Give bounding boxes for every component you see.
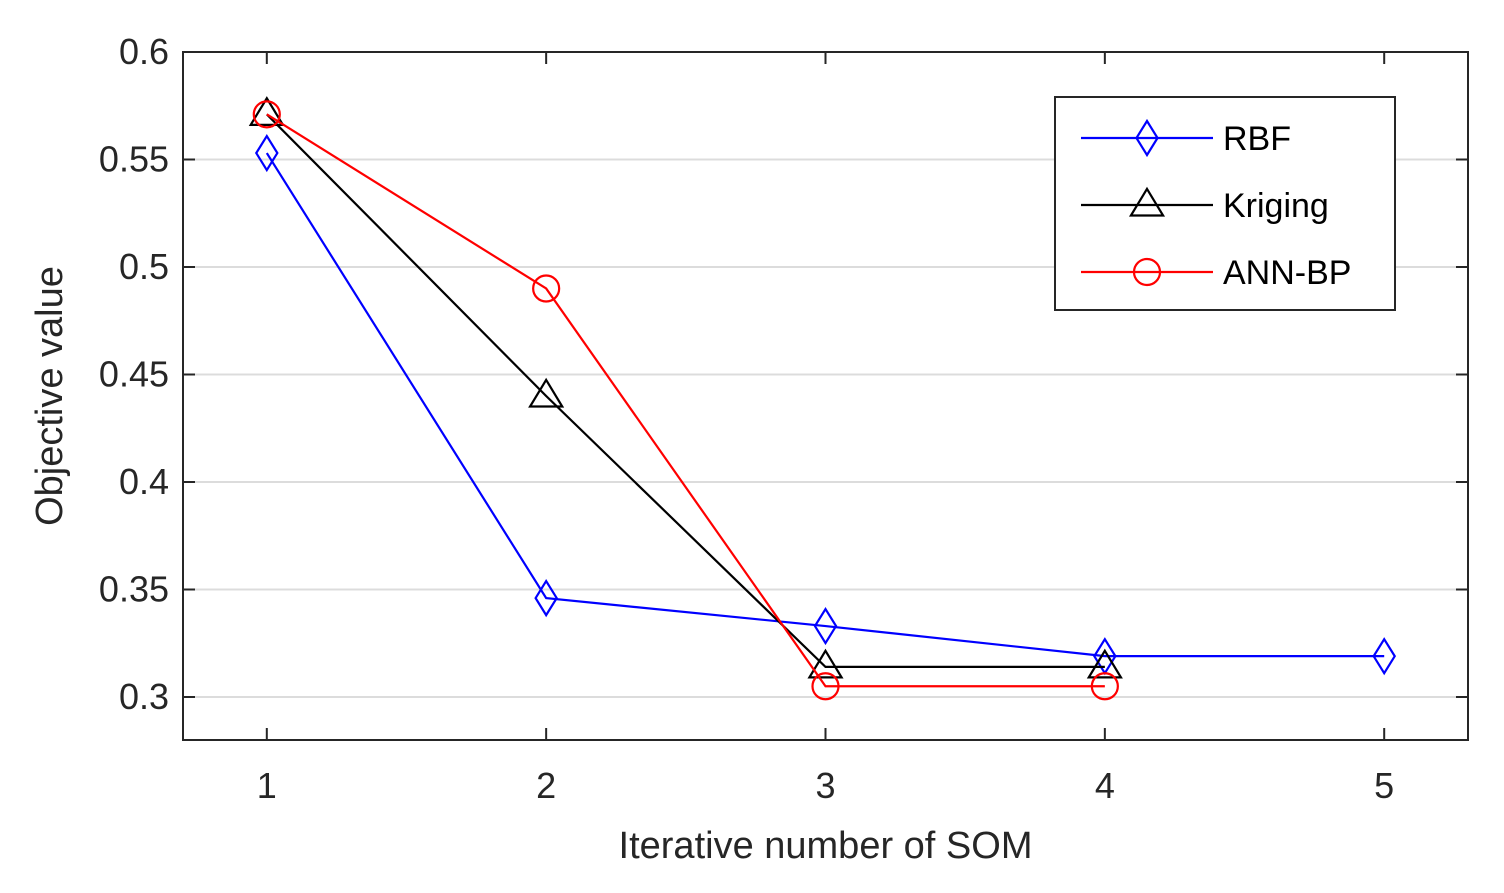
x-tick-label: 4 bbox=[1095, 765, 1115, 806]
data-point-kriging bbox=[528, 377, 565, 408]
data-point-kriging bbox=[807, 648, 844, 679]
series-line-rbf bbox=[265, 152, 1385, 658]
data-point-ann-bp bbox=[252, 100, 281, 129]
y-tick-label: 0.6 bbox=[119, 31, 169, 72]
data-point-rbf bbox=[1372, 637, 1397, 676]
y-tick-label: 0.45 bbox=[99, 354, 169, 395]
series-line-ann-bp bbox=[266, 113, 1105, 688]
x-tick-label: 5 bbox=[1374, 765, 1394, 806]
y-tick-label: 0.35 bbox=[99, 569, 169, 610]
axes: 0.3 0.35 0.4 0.45 0.5 0.55 0.6 1 2 3 4 5 bbox=[99, 31, 1469, 806]
y-tick-label: 0.55 bbox=[99, 139, 169, 180]
legend: RBF Kriging ANN-BP bbox=[1054, 96, 1396, 311]
series bbox=[248, 96, 1397, 701]
y-tick-label: 0.4 bbox=[119, 461, 169, 502]
y-axis-title: Objective value bbox=[29, 266, 71, 526]
legend-label-kriging: Kriging bbox=[1223, 187, 1329, 225]
legend-marker-ann-bp bbox=[1132, 257, 1162, 287]
x-tick-label: 2 bbox=[536, 765, 556, 806]
data-point-rbf bbox=[534, 579, 558, 618]
legend-label-rbf: RBF bbox=[1223, 120, 1291, 158]
series-kriging bbox=[248, 96, 1123, 679]
x-axis-title: Iterative number of SOM bbox=[619, 825, 1033, 867]
legend-box bbox=[1054, 96, 1396, 311]
series-line-kriging bbox=[266, 113, 1105, 669]
data-point-ann-bp bbox=[1090, 672, 1119, 701]
legend-label-ann-bp: ANN-BP bbox=[1223, 254, 1351, 292]
data-point-rbf bbox=[813, 606, 838, 646]
y-tick-label: 0.5 bbox=[119, 246, 169, 287]
data-point-kriging bbox=[1086, 648, 1123, 679]
x-tick-label: 1 bbox=[257, 765, 277, 806]
y-tick-label: 0.3 bbox=[119, 676, 169, 717]
data-point-ann-bp bbox=[811, 672, 840, 701]
data-point-ann-bp bbox=[532, 274, 561, 303]
data-point-kriging bbox=[248, 96, 285, 126]
x-tick-label: 3 bbox=[815, 765, 835, 806]
series-ann-bp bbox=[252, 100, 1119, 701]
data-point-rbf bbox=[254, 133, 279, 173]
legend-marker-kriging bbox=[1128, 186, 1166, 217]
legend-marker-rbf bbox=[1135, 118, 1159, 158]
